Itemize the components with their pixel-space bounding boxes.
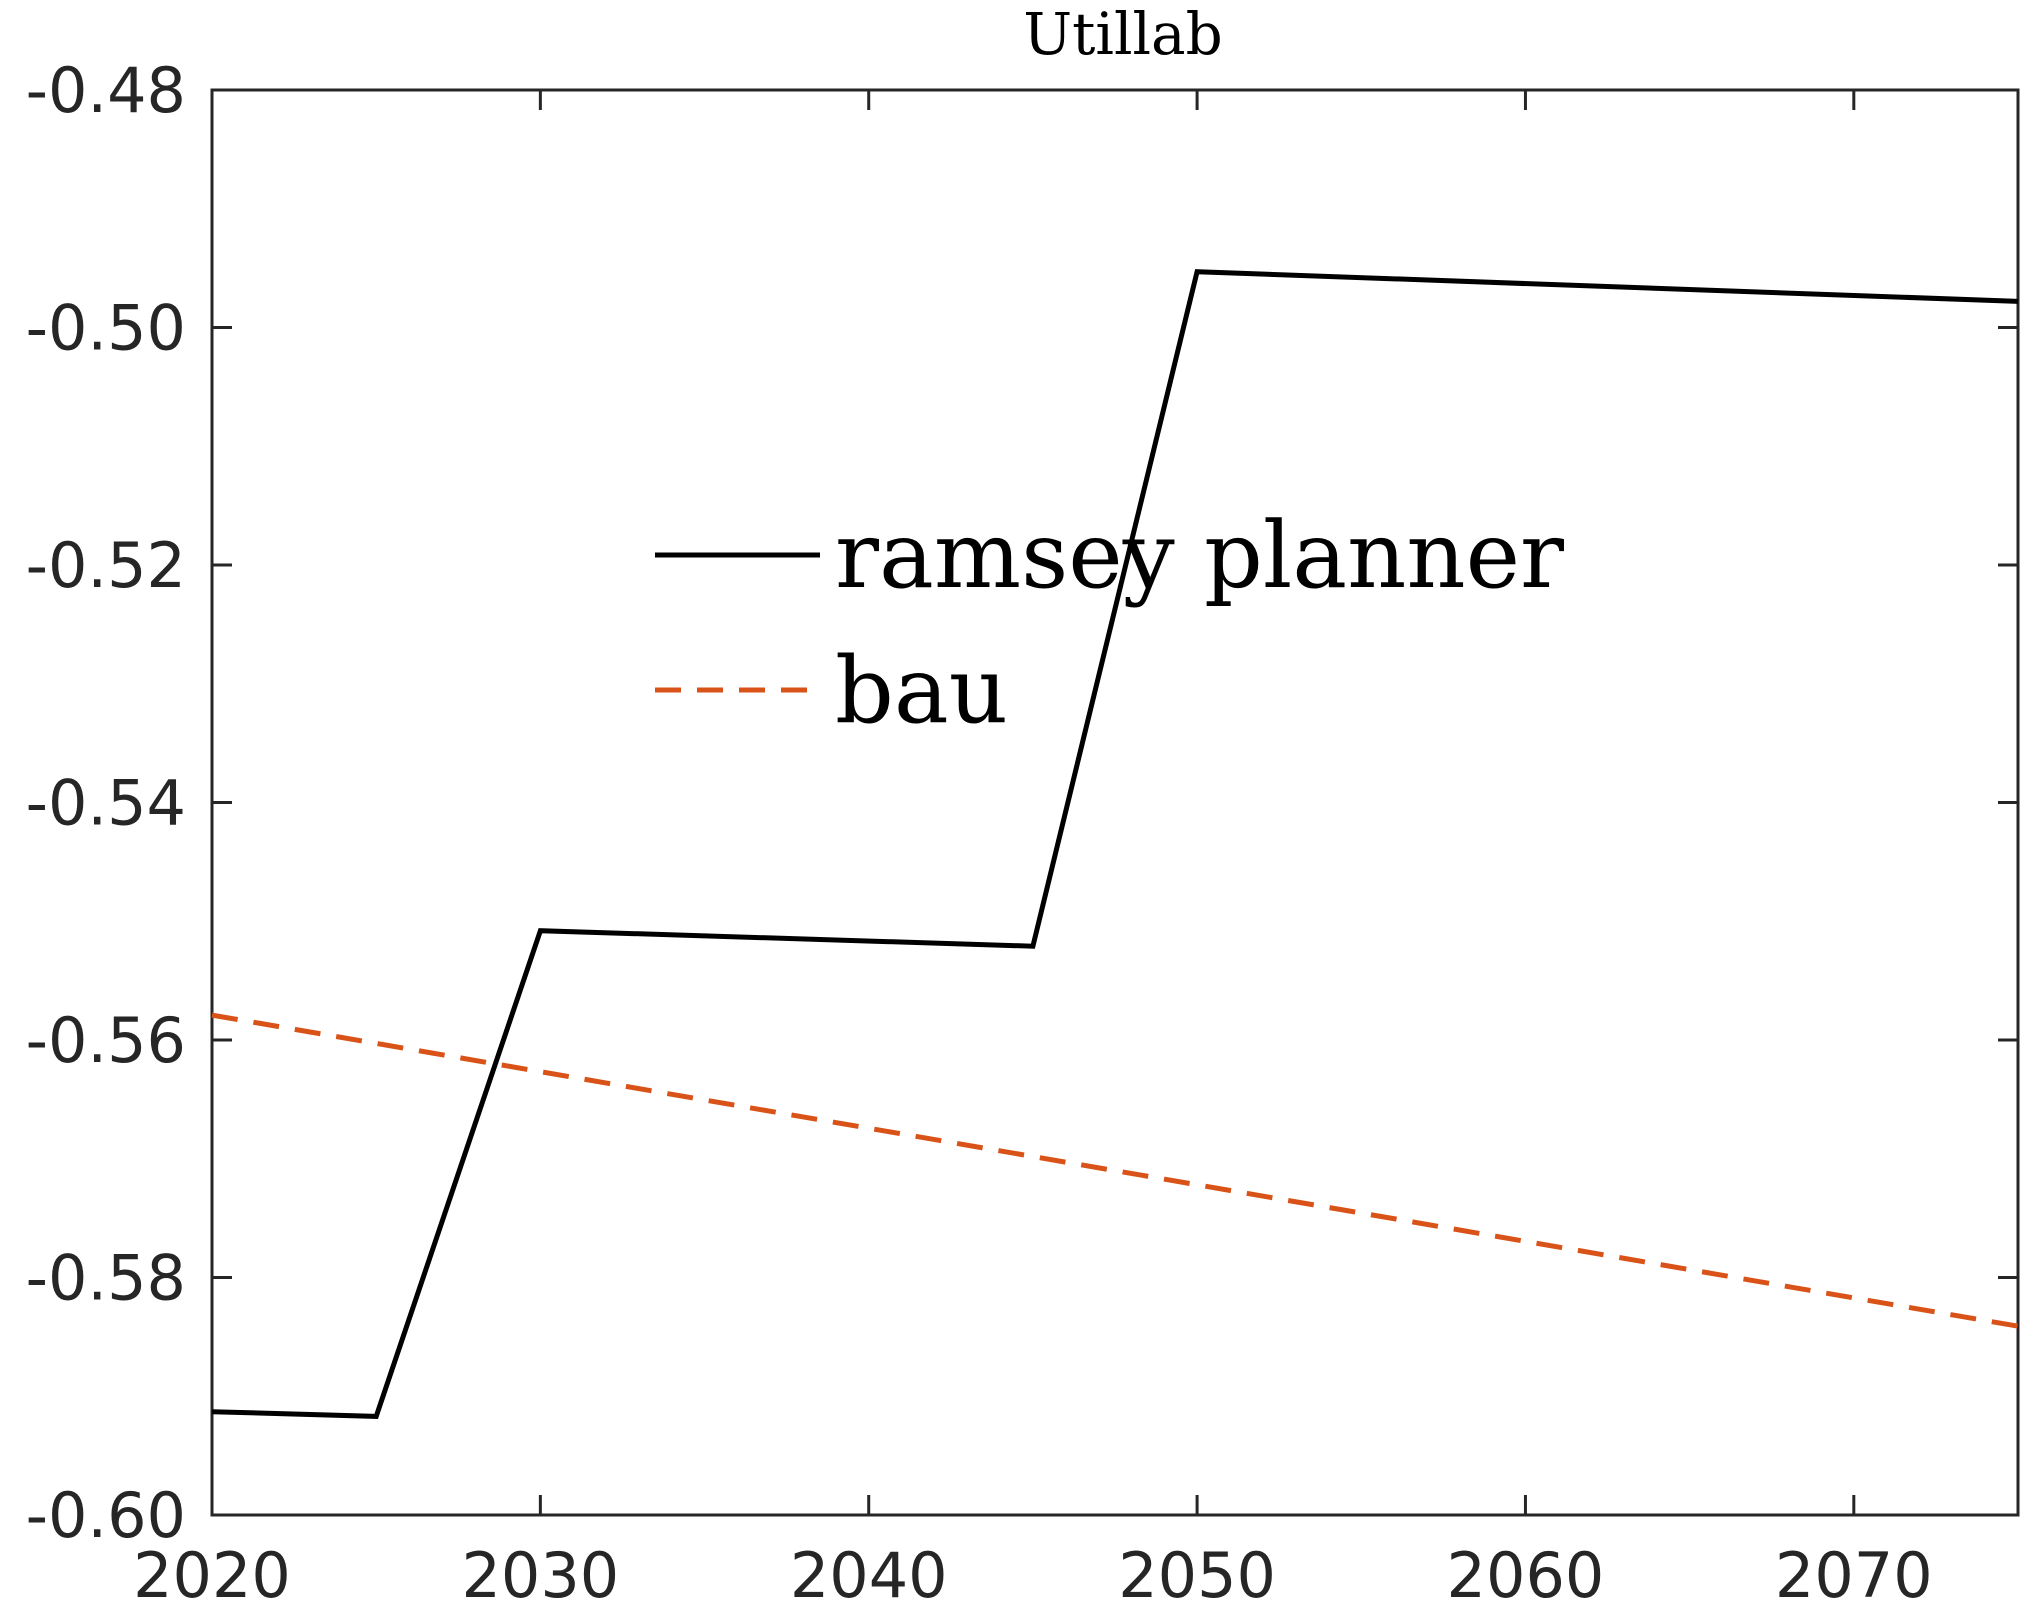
legend-label: bau <box>835 637 1008 744</box>
y-tick-label: -0.56 <box>26 1004 186 1077</box>
legend-label: ramsey planner <box>835 502 1564 609</box>
series-line-bau <box>211 1012 2019 1329</box>
y-tick-label: -0.48 <box>26 54 186 127</box>
plot-frame <box>210 88 2020 1517</box>
x-tick-label: 2050 <box>1118 1539 1276 1612</box>
x-tick-label: 2040 <box>790 1539 948 1612</box>
x-tick-label: 2020 <box>133 1539 291 1612</box>
y-tick-label: -0.58 <box>26 1242 186 1315</box>
y-tick-label: -0.60 <box>26 1479 186 1552</box>
legend: ramsey planner bau <box>655 502 1564 744</box>
x-tick-label: 2060 <box>1447 1539 1605 1612</box>
y-tick-label: -0.52 <box>26 529 186 602</box>
series-line-ramsey-planner <box>211 269 2019 1419</box>
y-tick-label: -0.50 <box>26 292 186 365</box>
series-layer <box>211 269 2019 1419</box>
y-tick-label: -0.54 <box>26 767 186 840</box>
chart-title: Utillab <box>1023 0 1223 68</box>
plot-axes: 2020 2030 2040 2050 2060 2070 -0.60 -0.58 -0.56 -… <box>26 54 2020 1612</box>
x-tick-label: 2030 <box>461 1539 619 1612</box>
x-tick-label: 2070 <box>1775 1539 1933 1612</box>
